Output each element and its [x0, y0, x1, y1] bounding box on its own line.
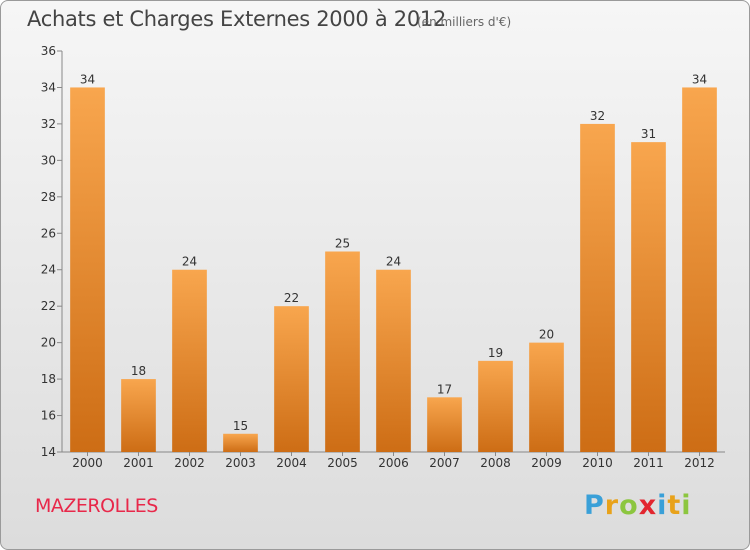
commune-name: MAZEROLLES — [35, 495, 158, 517]
y-tick-label: 24 — [41, 263, 56, 277]
x-tick-label: 2004 — [276, 456, 307, 470]
bar-2011 — [631, 142, 666, 453]
chart-title: Achats et Charges Externes 2000 à 2012 — [27, 7, 447, 31]
y-tick-label: 28 — [41, 190, 56, 204]
bar-2005 — [325, 251, 360, 452]
x-tick-label: 2009 — [531, 456, 562, 470]
y-tick-label: 36 — [41, 44, 56, 58]
y-tick-label: 14 — [41, 445, 56, 459]
bar-2000 — [70, 87, 105, 453]
y-tick-label: 20 — [41, 336, 56, 350]
y-tick-label: 34 — [41, 80, 56, 94]
logo-letter: t — [667, 490, 682, 521]
data-label-2007: 17 — [437, 382, 452, 396]
y-tick-label: 16 — [41, 409, 56, 423]
bar-2003 — [223, 433, 258, 452]
bar-2009 — [529, 342, 564, 452]
y-tick-label: 26 — [41, 226, 56, 240]
x-tick-label: 2006 — [378, 456, 409, 470]
data-label-2005: 25 — [335, 237, 350, 251]
logo-letter: i — [657, 490, 668, 521]
bar-2004 — [274, 306, 309, 452]
data-label-2012: 34 — [692, 72, 707, 86]
bar-2001 — [121, 379, 156, 452]
logo-letter: i — [681, 490, 692, 521]
bar-2008 — [478, 360, 513, 452]
data-label-2002: 24 — [182, 255, 197, 269]
x-tick-label: 2005 — [327, 456, 358, 470]
data-label-2008: 19 — [488, 346, 503, 360]
bar-2010 — [580, 123, 615, 452]
logo-letter: P — [584, 490, 605, 521]
x-tick-label: 2010 — [582, 456, 613, 470]
data-label-2003: 15 — [233, 419, 248, 433]
logo-letter: r — [604, 490, 620, 521]
x-tick-label: 2002 — [174, 456, 205, 470]
bar-2007 — [427, 397, 462, 452]
proxiti-logo: Proxiti — [584, 490, 692, 521]
x-tick-label: 2012 — [684, 456, 715, 470]
x-tick-label: 2007 — [429, 456, 460, 470]
y-tick-label: 22 — [41, 299, 56, 313]
x-tick-label: 2001 — [123, 456, 154, 470]
y-tick-label: 18 — [41, 372, 56, 386]
data-label-2006: 24 — [386, 255, 401, 269]
data-label-2001: 18 — [131, 364, 146, 378]
data-label-2009: 20 — [539, 328, 554, 342]
logo-letter: o — [619, 490, 639, 521]
x-tick-label: 2011 — [633, 456, 664, 470]
data-label-2010: 32 — [590, 109, 605, 123]
chart-subtitle: (en milliers d'€) — [417, 15, 512, 29]
data-label-2000: 34 — [80, 72, 95, 86]
x-tick-label: 2008 — [480, 456, 511, 470]
y-tick-label: 30 — [41, 153, 56, 167]
bar-2002 — [172, 269, 207, 452]
x-tick-label: 2003 — [225, 456, 256, 470]
bar-2012 — [682, 87, 717, 453]
data-label-2004: 22 — [284, 291, 299, 305]
logo-letter: x — [638, 490, 658, 521]
bar-2006 — [376, 269, 411, 452]
x-tick-label: 2000 — [72, 456, 103, 470]
data-label-2011: 31 — [641, 127, 656, 141]
y-tick-label: 32 — [41, 117, 56, 131]
